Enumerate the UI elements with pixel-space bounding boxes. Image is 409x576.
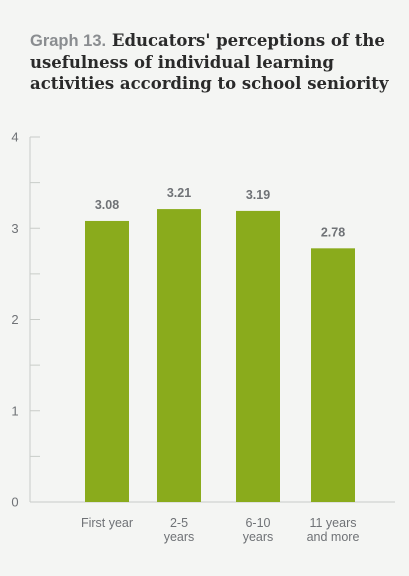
x-category-label-line: First year xyxy=(81,516,133,530)
x-category-label-line: years xyxy=(243,530,274,544)
y-tick-label-1: 1 xyxy=(11,403,18,418)
x-category-label-line: years xyxy=(164,530,195,544)
chart-title: Graph 13. Educators' perceptions of the … xyxy=(30,30,390,94)
bar-value-label-4: 2.78 xyxy=(321,225,345,239)
bar-value-label-2: 3.21 xyxy=(167,186,191,200)
bar-2 xyxy=(157,209,201,502)
y-tick-label-3: 3 xyxy=(11,221,18,236)
chart-title-text: Educators' perceptions of the usefulness… xyxy=(30,31,389,93)
x-category-label-2: 2-5 years xyxy=(164,516,195,544)
x-category-label-line: 6-10 xyxy=(245,516,270,530)
y-tick-label-0: 0 xyxy=(11,495,18,510)
x-category-label-line: 2-5 xyxy=(170,516,188,530)
bar-4 xyxy=(311,248,355,502)
chart-title-prefix: Graph 13. xyxy=(30,32,107,50)
x-category-label-line: 11 years xyxy=(309,516,356,530)
bar-1 xyxy=(85,220,129,502)
x-category-label-4: 11 years and more xyxy=(307,516,360,544)
x-category-label-line: and more xyxy=(307,530,360,544)
bar-3 xyxy=(236,210,280,502)
bar-value-label-3: 3.19 xyxy=(246,188,270,202)
y-tick-label-4: 4 xyxy=(11,130,18,145)
bar-value-label-1: 3.08 xyxy=(95,198,119,212)
y-tick-label-2: 2 xyxy=(11,312,18,327)
x-category-label-1: First year xyxy=(81,516,133,530)
x-category-label-3: 6-10 years xyxy=(243,516,274,544)
